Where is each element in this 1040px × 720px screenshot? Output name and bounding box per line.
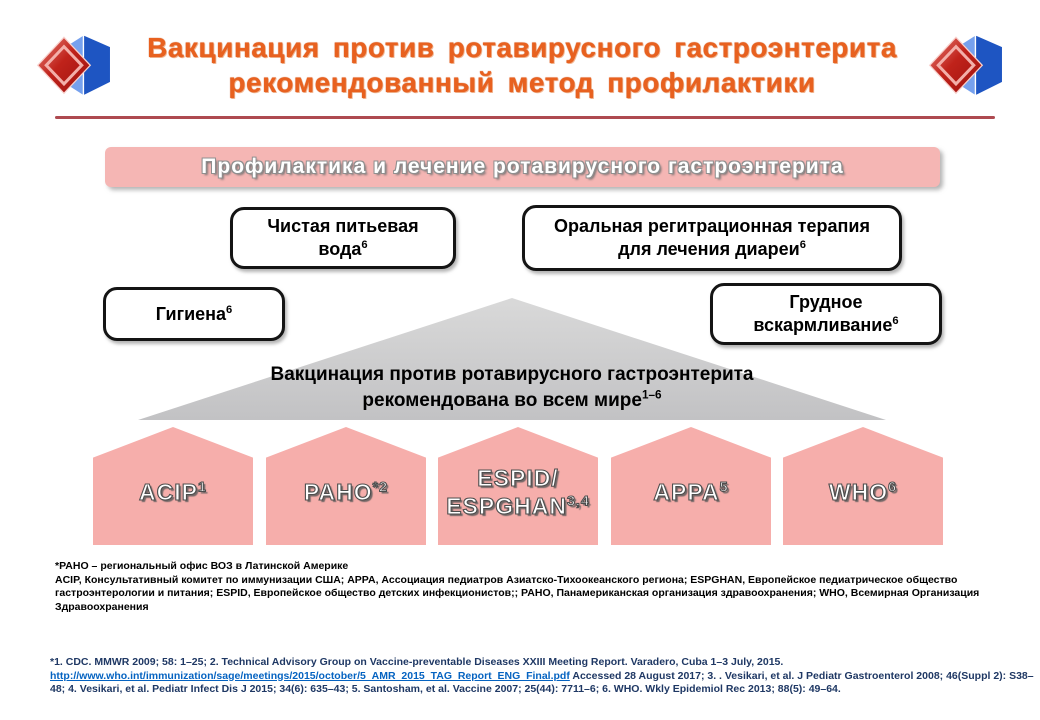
reference-line1: *1. CDC. MMWR 2009; 58: 1–25; 2. Technic… — [50, 656, 784, 668]
box-oral-rehydration-label: Оральная регитрационная терапия для лече… — [554, 216, 870, 259]
box-clean-water-label: Чистая питьевая вода6 — [267, 216, 419, 259]
box-hygiene-label: Гигиена6 — [155, 303, 233, 324]
pentagon-acip: ACIP1 — [93, 427, 253, 545]
triangle-text-line2: рекомендована во всем мире1–6 — [362, 388, 662, 411]
abbreviation-footnotes: *PAHO – региональный офис ВОЗ в Латинско… — [55, 560, 980, 614]
triangle-text-line1: Вакцинация против ротавирусного гастроэн… — [270, 364, 754, 385]
box-hygiene: Гигиена6 — [103, 287, 285, 341]
cubes-decoration-right-icon — [928, 33, 1004, 97]
who-report-link[interactable]: http://www.who.int/immunization/sage/mee… — [50, 669, 570, 682]
box-breastfeeding: Грудное вскармливание6 — [710, 283, 942, 345]
pentagon-paho: PAHO*2 — [266, 427, 426, 545]
pentagon-appa-label: APPA5 — [653, 478, 729, 505]
reference-line2-rest: Accessed 28 August 2017; 3. . Vesikari, … — [50, 669, 1034, 696]
pentagon-appa: APPA5 — [611, 427, 771, 545]
cubes-decoration-left-icon — [36, 33, 112, 97]
footnote-line1: *PAHO – региональный офис ВОЗ в Латинско… — [55, 560, 349, 572]
reference-line2: http://www.who.int/immunization/sage/mee… — [50, 670, 1038, 697]
pentagon-who: WHO6 — [783, 427, 943, 545]
vaccination-triangle-text: Вакцинация против ротавирусного гастроэн… — [138, 362, 886, 414]
box-clean-water: Чистая питьевая вода6 — [230, 207, 456, 269]
title-divider — [55, 116, 995, 119]
footnote-line2: ACIP, Консультативный комитет по иммуниз… — [55, 573, 958, 586]
box-oral-rehydration: Оральная регитрационная терапия для лече… — [522, 205, 902, 271]
pentagon-espid-label: ESPID/ — [477, 464, 559, 491]
pentagon-espid-espghan: ESPID/ ESPGHAN3,4 — [438, 427, 598, 545]
box-breastfeeding-label: Грудное вскармливание6 — [753, 292, 899, 335]
footnote-line4: Здравоохранения — [55, 600, 149, 613]
slide-title-line2: рекомендованный метод профилактики — [228, 67, 816, 98]
prevention-banner: Профилактика и лечение ротавирусного гас… — [105, 147, 940, 187]
pentagon-paho-label: PAHO*2 — [303, 478, 389, 505]
references-block: *1. CDC. MMWR 2009; 58: 1–25; 2. Technic… — [50, 656, 1038, 697]
prevention-banner-label: Профилактика и лечение ротавирусного гас… — [201, 155, 844, 178]
footnote-line3: гастроэнтерологии и питания; ESPID, Евро… — [55, 587, 980, 599]
pentagon-who-label: WHO6 — [828, 478, 898, 505]
slide-title: Вакцинация против ротавирусного гастроэн… — [108, 30, 936, 100]
pentagon-acip-label: ACIP1 — [138, 478, 207, 505]
pentagon-espghan-label: ESPGHAN3,4 — [446, 492, 590, 519]
slide-title-line1: Вакцинация против ротавирусного гастроэн… — [147, 32, 897, 63]
